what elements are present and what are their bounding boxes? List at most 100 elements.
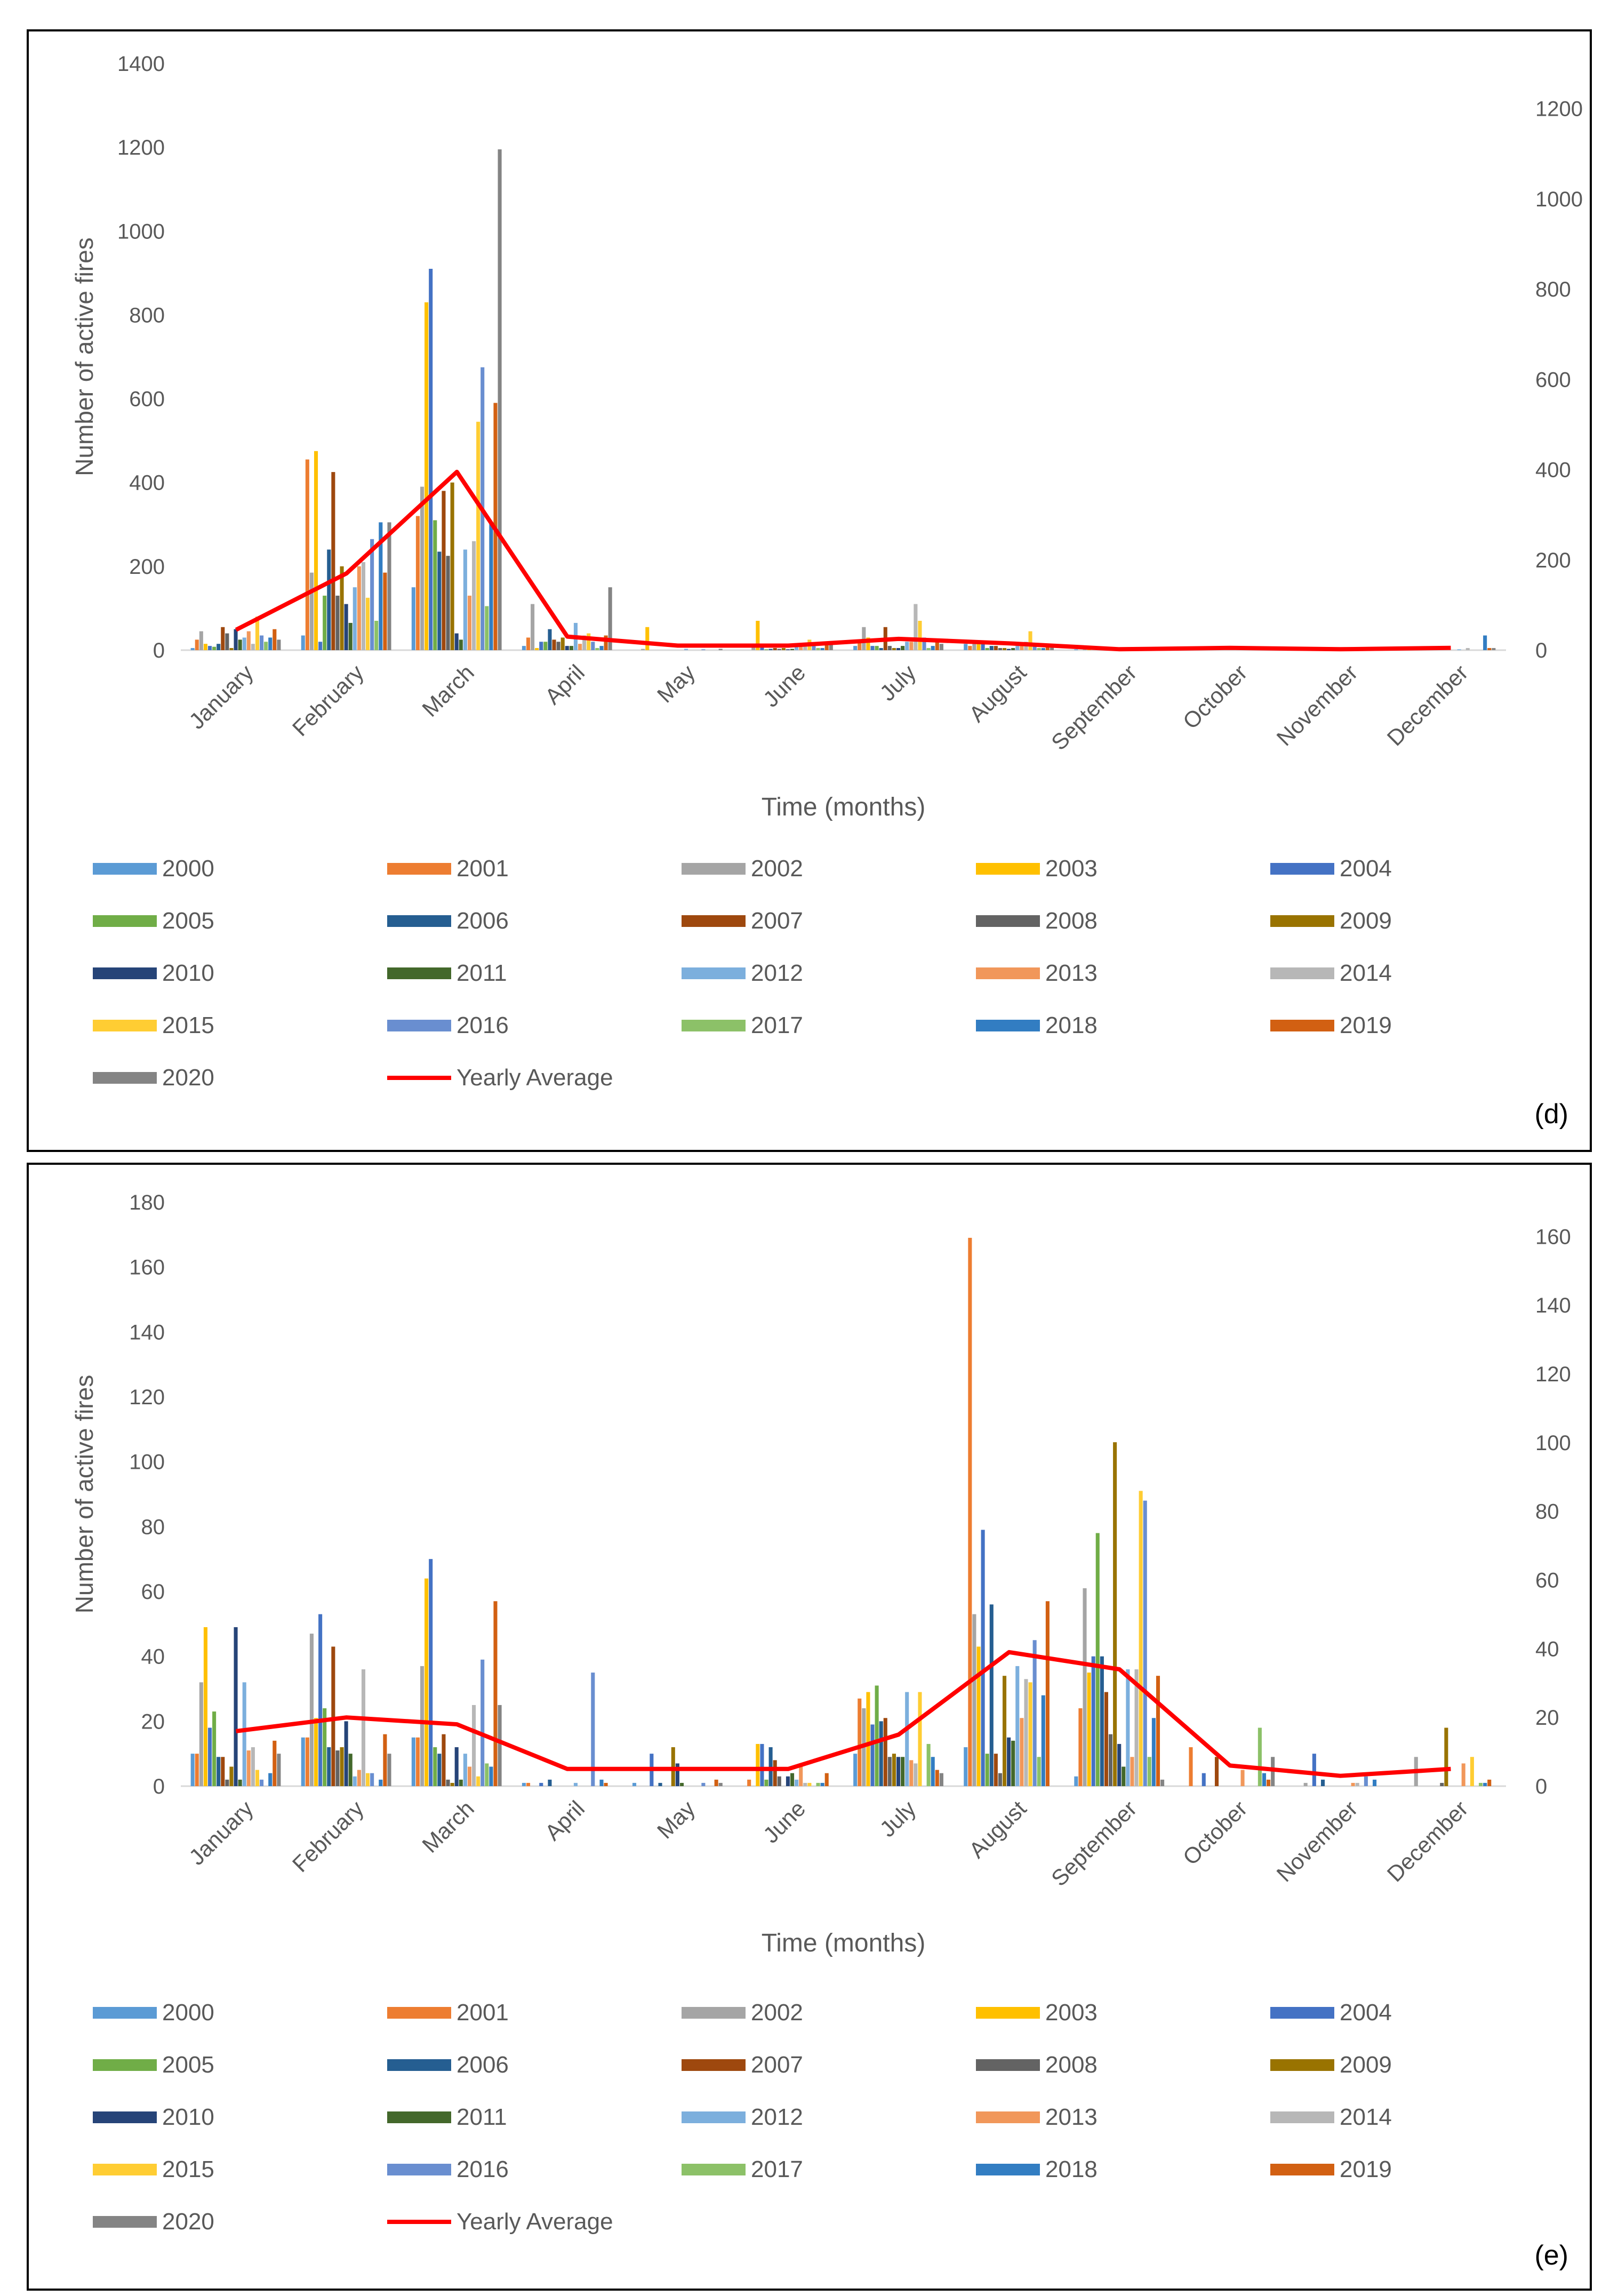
legend-label: 2015: [162, 2156, 214, 2182]
x-tick-label-august: August: [964, 660, 1031, 727]
bar-2003-july: [866, 637, 870, 650]
y-tick-label: 180: [129, 1191, 165, 1214]
bar-2019-may: [714, 1779, 718, 1786]
bar-2000-march: [411, 587, 415, 650]
bar-2020-june: [829, 642, 833, 650]
bar-2014-november: [1355, 1782, 1359, 1786]
bar-2018-august: [1041, 1695, 1045, 1786]
bar-2002-january: [199, 1682, 203, 1786]
y2-tick-label: 140: [1535, 1294, 1571, 1317]
bar-2010-july: [896, 1757, 901, 1786]
x-tick-label-july: July: [875, 1796, 920, 1842]
bar-2015-december: [1470, 1757, 1474, 1786]
bar-2019-august: [1045, 646, 1050, 650]
bar-2016-march: [480, 1659, 485, 1786]
bar-2018-june: [820, 1782, 824, 1786]
y-tick-label: 800: [129, 303, 165, 327]
bar-2006-may: [658, 1782, 662, 1786]
legend-swatch: [1270, 2111, 1334, 2123]
bar-2009-february: [340, 1747, 344, 1786]
legend-item-2002: 2002: [682, 853, 976, 885]
bar-2013-january: [246, 631, 251, 650]
bar-2016-february: [370, 539, 374, 650]
bar-2016-august: [1032, 644, 1037, 650]
y-tick-label: 40: [141, 1645, 165, 1669]
bar-2005-july: [875, 646, 879, 650]
bar-2018-april: [599, 646, 604, 650]
chart-panel-e: 0 20 40 60 80 100 120 140 160 180 0 20 40 60 80 100 120 1…: [27, 1163, 1592, 2291]
legend-label: 2003: [1045, 1999, 1098, 2026]
legend-item-2017: 2017: [682, 2154, 976, 2186]
bar-2013-july: [909, 642, 914, 650]
legend-label: 2015: [162, 1012, 214, 1038]
y-tick-label: 1000: [117, 220, 165, 243]
y2-tick-label: 60: [1535, 1569, 1559, 1593]
legend-label: 2005: [162, 908, 214, 934]
legend-item-2007: 2007: [682, 905, 976, 937]
legend-swatch: [976, 967, 1040, 979]
bar-2006-july: [879, 1721, 883, 1786]
bar-2006-march: [437, 1754, 442, 1786]
bar-2020-april: [608, 587, 612, 650]
bar-2009-may: [671, 1747, 675, 1786]
legend-label: 2001: [456, 855, 509, 882]
bar-2000-january: [190, 648, 195, 650]
bar-2013-april: [578, 644, 582, 650]
bar-2017-june: [816, 1782, 820, 1786]
legend-label: 2006: [456, 2052, 509, 2078]
bar-2011-january: [238, 639, 242, 650]
x-tick-label-march: March: [417, 660, 479, 722]
bar-2008-january: [225, 633, 229, 650]
legend-label: 2018: [1045, 1012, 1098, 1038]
bar-2014-june: [803, 644, 807, 650]
bar-2015-august: [1028, 631, 1032, 650]
bar-2013-june: [799, 1766, 803, 1786]
bar-2008-august: [998, 1773, 1002, 1786]
bar-2019-december: [1487, 648, 1492, 650]
x-tick-label-april: April: [540, 1796, 590, 1845]
bar-2011-july: [901, 1757, 905, 1786]
legend-label: 2014: [1340, 2104, 1392, 2130]
x-tick-label-june: June: [758, 660, 811, 712]
bar-2005-february: [323, 1708, 327, 1786]
bar-2015-february: [366, 597, 370, 650]
legend-item-2007: 2007: [682, 2049, 976, 2081]
legend-label: 2011: [456, 2104, 507, 2130]
legend-item-2003: 2003: [976, 1997, 1270, 2029]
bar-2017-december: [1479, 1782, 1483, 1786]
bar-2004-january: [207, 1727, 212, 1786]
legend-swatch: [682, 863, 746, 875]
legend-item-yearly-average: Yearly Average: [387, 1062, 682, 1094]
bar-2018-june: [820, 648, 824, 650]
legend-swatch: [976, 2007, 1040, 2019]
bar-2005-july: [875, 1685, 879, 1786]
bar-2009-april: [560, 637, 565, 650]
bar-2008-april: [556, 642, 560, 650]
bar-2013-october: [1240, 1770, 1245, 1786]
bar-2015-september: [1139, 1491, 1143, 1786]
bar-2010-march: [454, 633, 459, 650]
legend-item-2010: 2010: [93, 957, 387, 989]
bar-2011-june: [790, 1773, 795, 1786]
bar-2020-september: [1160, 1779, 1165, 1786]
legend-swatch: [682, 2007, 746, 2019]
bar-2016-may: [701, 1782, 706, 1786]
bar-2002-march: [420, 1666, 424, 1786]
bar-2020-july: [939, 1773, 943, 1786]
legend-item-2018: 2018: [976, 2154, 1270, 2186]
bar-2013-august: [1020, 1718, 1024, 1786]
bar-2016-may: [701, 649, 706, 650]
legend-label: 2020: [162, 2209, 214, 2235]
bar-2010-august: [1007, 1737, 1011, 1786]
legend-swatch: [93, 863, 157, 875]
bar-2004-february: [318, 1614, 323, 1786]
bar-2001-april: [526, 637, 531, 650]
x-tick-label-may: May: [652, 660, 700, 707]
bar-2016-august: [1032, 1640, 1037, 1786]
bar-2020-august: [1050, 646, 1054, 650]
legend-item-2003: 2003: [976, 853, 1270, 885]
bar-2003-july: [866, 1692, 870, 1786]
bar-2010-august: [1007, 649, 1011, 650]
bar-2014-july: [914, 604, 918, 650]
bar-2011-february: [348, 622, 353, 650]
